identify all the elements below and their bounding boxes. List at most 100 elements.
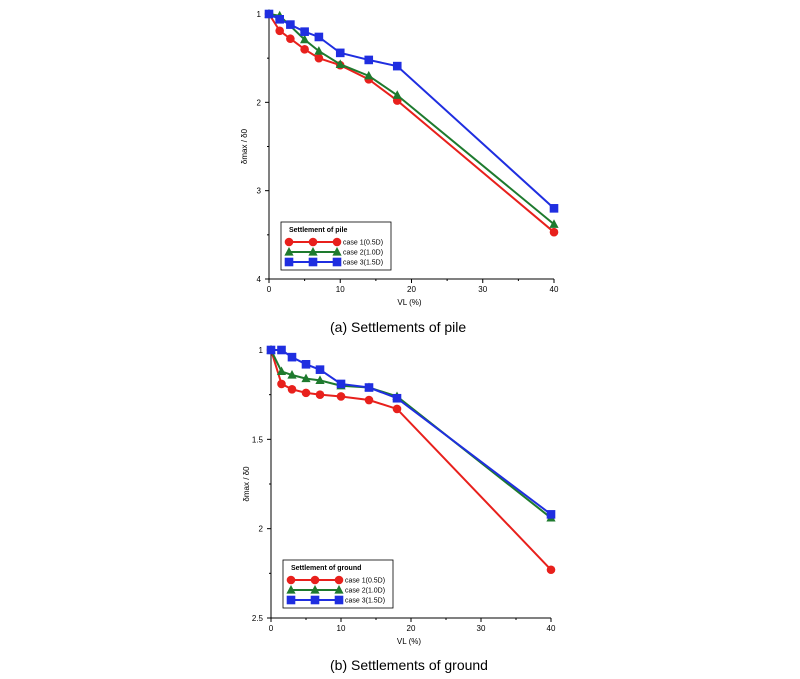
data-point-series-1 [315, 390, 325, 399]
data-point-series-2 [392, 90, 402, 99]
data-point-series-3 [364, 55, 374, 65]
legend-marker-2 [284, 247, 294, 256]
data-point-series-1 [286, 34, 295, 44]
x-tick-label: 10 [336, 285, 345, 294]
data-point-series-2 [301, 373, 311, 383]
data-point-series-3 [266, 345, 276, 355]
y-tick-label: 2.5 [252, 614, 264, 623]
data-point-series-2 [315, 375, 325, 384]
data-point-series-1 [275, 26, 284, 36]
legend-marker-3 [332, 257, 342, 267]
data-point-series-3 [315, 365, 325, 374]
data-point-series-3 [314, 32, 324, 42]
series-line-1 [270, 349, 552, 571]
data-point-series-1 [364, 395, 374, 405]
x-tick-label: 40 [550, 285, 559, 294]
legend-marker-3 [334, 595, 344, 605]
y-tick-label: 1.5 [252, 435, 264, 444]
legend: Settlement of pile case 1(0.5D) case 2(1.0… [280, 221, 392, 271]
legend-marker-2 [286, 585, 296, 594]
legend-marker-1 [310, 575, 320, 585]
x-tick-label: 0 [269, 624, 274, 633]
data-point-series-3 [277, 345, 286, 355]
chart-a: 0 10 20 30 40 1 2 3 4 VL (%) δmax / δ0 Settlement o… [240, 9, 559, 307]
legend-marker-2 [310, 585, 320, 594]
legend-marker-2 [334, 585, 344, 594]
y-tick-label: 1 [257, 10, 262, 19]
legend-title: Settlement of pile [289, 227, 347, 234]
chart-a-caption: (a) Settlements of pile [330, 319, 467, 335]
data-point-series-3 [301, 359, 311, 369]
legend-marker-1 [308, 237, 318, 247]
legend-marker-2 [332, 247, 342, 256]
data-point-series-2 [314, 46, 324, 55]
x-axis-label: VL (%) [397, 637, 421, 646]
chart-b: 0 10 20 30 40 1 1.5 2 2.5 VL (%) δmax / δ0 Settleme… [242, 345, 556, 646]
data-point-series-3 [549, 204, 559, 213]
legend-marker-3 [284, 257, 294, 267]
data-point-series-3 [275, 15, 284, 24]
data-point-series-2 [300, 34, 310, 44]
x-axis-label: VL (%) [397, 298, 421, 307]
data-point-series-3 [546, 510, 556, 519]
legend-label-3: case 3(1.5D) [345, 598, 385, 605]
data-point-series-3 [336, 379, 346, 389]
data-point-series-3 [287, 352, 297, 362]
legend-marker-3 [310, 595, 320, 605]
y-axis-label: δmax / δ0 [240, 128, 249, 164]
data-point-series-3 [264, 9, 274, 19]
data-point-series-3 [392, 393, 402, 403]
x-tick-label: 20 [407, 285, 416, 294]
x-tick-label: 10 [337, 624, 346, 633]
y-tick-label: 4 [257, 275, 262, 284]
series-line-2 [268, 13, 555, 226]
legend-marker-3 [308, 257, 318, 267]
data-point-series-3 [335, 48, 345, 58]
legend-marker-2 [308, 247, 318, 256]
legend-title: Settlement of ground [291, 565, 361, 572]
data-point-series-1 [546, 565, 556, 575]
legend-label-3: case 3(1.5D) [343, 260, 383, 267]
data-point-series-1 [301, 388, 311, 398]
y-axis-label: δmax / δ0 [242, 466, 251, 502]
x-tick-label: 20 [407, 624, 416, 633]
legend-marker-3 [286, 595, 296, 605]
legend-label-2: case 2(1.0D) [343, 250, 383, 257]
x-tick-label: 30 [477, 624, 486, 633]
y-tick-label: 3 [257, 187, 262, 196]
x-tick-label: 0 [267, 285, 272, 294]
legend: Settlement of ground case 1(0.5D) case 2(1… [282, 559, 394, 609]
legend-label-1: case 1(0.5D) [345, 578, 385, 585]
data-point-series-3 [300, 27, 309, 36]
data-point-series-1 [336, 392, 346, 401]
series-line-3 [271, 349, 552, 516]
y-tick-label: 2 [259, 525, 264, 534]
data-point-series-2 [335, 59, 345, 68]
legend-marker-1 [284, 237, 294, 247]
chart-b-caption: (b) Settlements of ground [330, 657, 488, 673]
data-point-series-2 [549, 219, 559, 228]
data-point-series-1 [549, 227, 559, 237]
data-point-series-3 [392, 61, 402, 71]
x-tick-label: 30 [478, 285, 487, 294]
y-tick-label: 2 [257, 98, 262, 107]
legend-marker-1 [332, 237, 342, 247]
data-point-series-1 [300, 45, 309, 54]
data-point-series-1 [277, 379, 286, 389]
y-tick-label: 1 [259, 346, 264, 355]
legend-marker-1 [334, 575, 344, 585]
data-point-series-2 [364, 70, 374, 80]
series-line-3 [268, 13, 555, 210]
series-line-1 [268, 13, 555, 233]
data-point-series-3 [286, 20, 295, 29]
data-point-series-2 [287, 370, 297, 379]
x-tick-label: 40 [547, 624, 556, 633]
data-point-series-1 [392, 404, 402, 414]
data-point-series-3 [364, 383, 374, 392]
legend-label-1: case 1(0.5D) [343, 240, 383, 247]
data-point-series-2 [276, 366, 287, 376]
data-point-series-1 [287, 385, 297, 394]
data-point-series-1 [314, 53, 324, 63]
legend-label-2: case 2(1.0D) [345, 588, 385, 595]
